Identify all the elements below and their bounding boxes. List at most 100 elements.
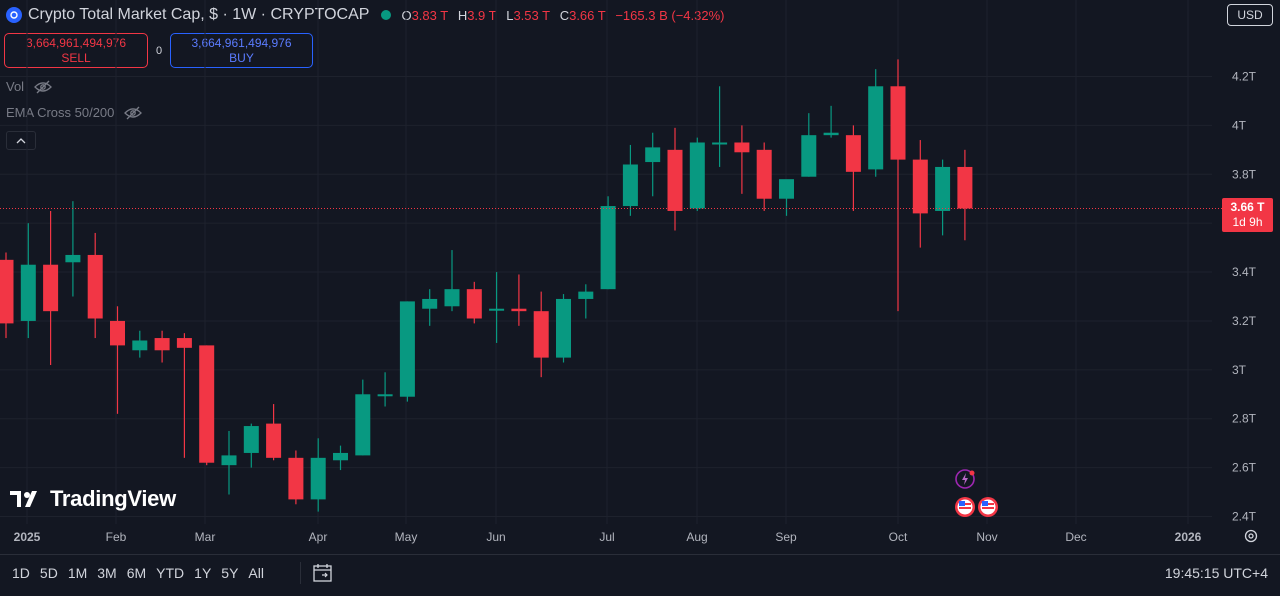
x-tick-label: Nov	[976, 530, 997, 544]
candle	[667, 127, 683, 231]
candle-body	[556, 298, 571, 358]
candle-body	[712, 142, 728, 145]
us-flag-event-icon[interactable]	[955, 497, 975, 517]
currency-selector[interactable]: USD	[1227, 4, 1273, 26]
candle-body	[645, 147, 661, 163]
symbol-title[interactable]: Crypto Total Market Cap, $ · 1W · CRYPTO…	[28, 6, 370, 23]
candle-body	[511, 308, 527, 312]
candle-body	[65, 254, 81, 263]
candle	[622, 144, 638, 216]
candle	[199, 345, 215, 466]
candle	[712, 86, 728, 167]
candle-body	[199, 345, 215, 463]
candle-body	[578, 291, 594, 299]
calendar-icon[interactable]	[312, 562, 334, 584]
sell-button[interactable]: 3,664,961,494,976 SELL	[4, 33, 148, 68]
candle-body	[600, 206, 616, 290]
ema-cross-indicator[interactable]: EMA Cross 50/200	[6, 105, 143, 120]
candle-body	[355, 394, 371, 456]
buy-price: 3,664,961,494,976	[191, 36, 292, 50]
y-tick-label: 3.4T	[1232, 265, 1257, 279]
candle	[734, 125, 750, 194]
candle-body	[444, 289, 460, 307]
event-markers[interactable]	[953, 468, 1001, 520]
candle-body	[333, 452, 348, 461]
lightning-event-icon[interactable]	[955, 469, 975, 489]
y-tick-label: 2.4T	[1232, 510, 1257, 524]
chart-grid	[0, 0, 1212, 524]
candle-body	[935, 166, 951, 211]
us-flag-event-icon[interactable]	[978, 497, 998, 517]
candle	[333, 445, 348, 471]
toolbar-divider	[300, 562, 301, 584]
candle-body	[489, 308, 505, 311]
candle	[645, 132, 661, 197]
range-1m[interactable]: 1M	[67, 565, 88, 581]
candle-body	[288, 457, 304, 500]
candle	[868, 69, 884, 177]
candle-body	[176, 338, 192, 348]
candle-body	[87, 254, 103, 319]
buy-label: BUY	[229, 51, 254, 65]
candle	[511, 274, 527, 326]
eye-hidden-icon[interactable]	[34, 80, 52, 94]
candle-body	[734, 142, 750, 153]
tradingview-logo[interactable]: TradingView	[10, 486, 176, 512]
bottom-toolbar	[0, 554, 1280, 596]
candle	[20, 223, 36, 339]
y-tick-label: 2.8T	[1232, 412, 1257, 426]
candle	[823, 105, 839, 138]
bar-countdown: 1d 9h	[1232, 215, 1263, 229]
range-3m[interactable]: 3M	[97, 565, 117, 581]
candle	[176, 333, 192, 458]
candle-body	[110, 320, 125, 346]
gear-icon[interactable]	[1243, 528, 1259, 544]
volume-indicator[interactable]: Vol	[6, 79, 52, 94]
candle-body	[779, 179, 794, 199]
volume-label: Vol	[6, 79, 25, 94]
buy-button[interactable]: 3,664,961,494,976 BUY	[170, 33, 313, 68]
sell-price: 3,664,961,494,976	[25, 36, 127, 50]
x-tick-label: May	[395, 530, 418, 544]
ema-label: EMA Cross 50/200	[6, 105, 115, 120]
candle	[377, 372, 393, 407]
y-tick-label: 4.2T	[1232, 70, 1257, 84]
range-1y[interactable]: 1Y	[194, 565, 212, 581]
range-1d[interactable]: 1D	[12, 565, 30, 581]
range-ytd[interactable]: YTD	[156, 565, 185, 581]
x-tick-label: Feb	[106, 530, 127, 544]
candle	[957, 149, 973, 241]
range-5d[interactable]: 5D	[39, 565, 58, 581]
candle-body	[756, 149, 772, 199]
y-tick-label: 3.2T	[1232, 314, 1257, 328]
collapse-legend-button[interactable]	[6, 131, 36, 150]
candle	[65, 201, 81, 297]
range-all[interactable]: All	[248, 565, 264, 581]
sell-label: SELL	[61, 51, 91, 65]
close-key: C	[559, 7, 570, 23]
x-tick-label: Dec	[1065, 530, 1086, 544]
candle-body	[132, 340, 148, 351]
range-5y[interactable]: 5Y	[221, 565, 239, 581]
eye-hidden-icon[interactable]	[124, 106, 143, 120]
candle-body	[243, 426, 259, 453]
range-6m[interactable]: 6M	[126, 565, 147, 581]
candle	[912, 140, 928, 248]
candle	[578, 284, 594, 319]
candle-body	[154, 338, 170, 351]
candle	[0, 252, 14, 339]
candle-body	[890, 86, 906, 160]
candle-body	[667, 149, 683, 211]
x-tick-label: Sep	[775, 530, 797, 544]
candle	[533, 291, 549, 378]
candle-body	[823, 132, 839, 136]
candle-body	[533, 311, 549, 358]
candle	[779, 179, 794, 216]
candle-body	[622, 164, 638, 207]
candle-body	[0, 259, 14, 324]
clock[interactable]: 19:45:15 UTC+4	[1164, 565, 1268, 581]
y-tick-label: 3T	[1232, 363, 1247, 377]
low-key: L	[506, 7, 514, 23]
spread-value: 0	[156, 45, 163, 57]
